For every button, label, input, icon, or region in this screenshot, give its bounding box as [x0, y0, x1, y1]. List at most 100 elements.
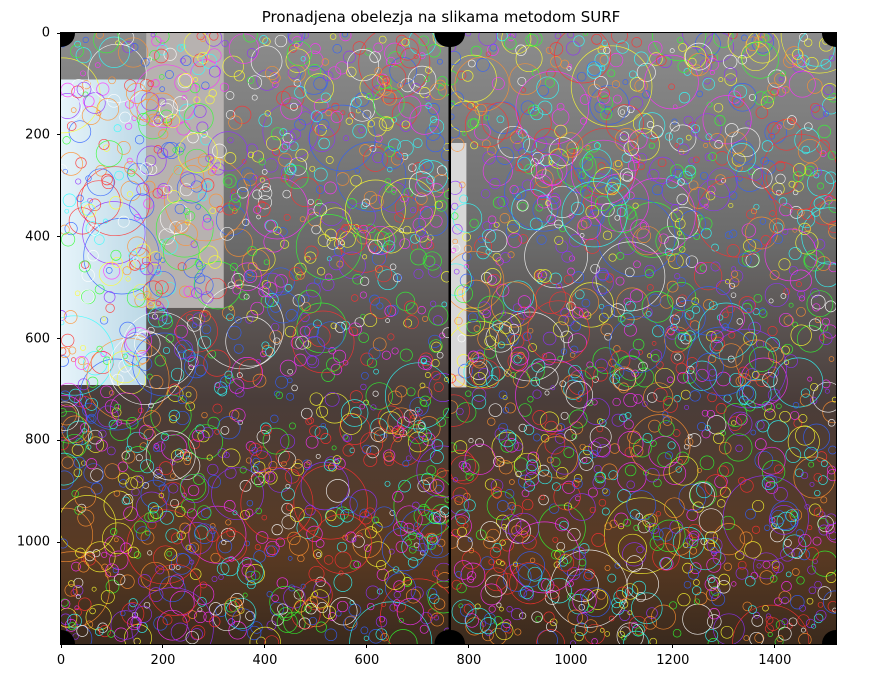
keypoint-circle — [623, 393, 638, 408]
keypoint-circle — [206, 454, 213, 461]
keypoint-circle — [620, 168, 633, 182]
keypoint-circle — [723, 562, 732, 571]
keypoint-circle — [631, 37, 642, 48]
keypoint-circle — [746, 209, 756, 220]
keypoint-circle — [124, 160, 138, 175]
keypoint-circle — [476, 349, 484, 358]
x-tick-label: 200 — [150, 653, 176, 668]
keypoint-circle — [61, 347, 71, 359]
keypoint-circle — [654, 367, 675, 389]
keypoint-circle — [87, 250, 99, 262]
keypoint-circle — [495, 257, 504, 266]
keypoint-circle — [299, 65, 329, 95]
keypoint-circle — [741, 302, 753, 315]
keypoint-circle — [544, 390, 550, 396]
keypoint-circle — [207, 48, 222, 63]
keypoint-circle — [493, 221, 500, 228]
keypoint-circle — [412, 162, 425, 175]
y-tick-mark — [57, 32, 61, 34]
keypoint-circle — [126, 157, 133, 164]
keypoint-circle — [363, 190, 378, 205]
keypoint-circle — [723, 54, 738, 69]
keypoint-circle — [389, 56, 417, 85]
keypoint-circle — [158, 228, 175, 245]
keypoint-circle — [604, 631, 610, 637]
keypoint-circle — [727, 33, 760, 59]
keypoint-circle — [369, 294, 381, 306]
keypoint-circle — [745, 576, 756, 587]
keypoint-circle — [475, 529, 487, 541]
keypoint-circle — [278, 607, 293, 621]
keypoint-circle — [703, 203, 709, 209]
keypoint-circle — [792, 402, 800, 409]
keypoint-circle — [341, 33, 349, 38]
keypoint-circle — [494, 427, 508, 441]
keypoint-circle — [372, 337, 387, 352]
keypoint-circle — [516, 199, 529, 212]
keypoint-circle — [425, 125, 441, 141]
keypoint-circle — [147, 80, 155, 87]
keypoint-circle — [454, 496, 464, 506]
keypoint-circle — [155, 441, 166, 452]
keypoint-circle — [264, 219, 276, 232]
keypoint-circle — [648, 142, 656, 149]
keypoint-circle — [682, 33, 714, 49]
keypoint-circle — [533, 128, 561, 155]
keypoint-circle — [126, 509, 202, 585]
keypoint-circle — [451, 243, 461, 253]
y-tick-mark — [57, 541, 61, 543]
keypoint-circle — [578, 171, 587, 180]
keypoint-circle — [315, 539, 325, 548]
keypoint-circle — [629, 96, 644, 111]
keypoint-circle — [568, 364, 582, 379]
keypoint-circle — [383, 455, 395, 467]
keypoint-circle — [513, 452, 541, 480]
keypoint-circle — [482, 151, 496, 165]
keypoint-circle — [670, 323, 678, 331]
keypoint-circle — [231, 357, 263, 389]
keypoint-circle — [532, 410, 548, 426]
keypoint-circle — [748, 93, 756, 101]
keypoint-circle — [662, 397, 678, 413]
keypoint-circle — [588, 209, 605, 227]
keypoint-circle — [362, 109, 372, 119]
keypoint-circle — [384, 178, 392, 185]
keypoint-circle — [455, 509, 470, 524]
keypoint-circle — [729, 229, 738, 238]
keypoint-circle — [607, 183, 630, 207]
keypoint-circle — [642, 307, 653, 318]
keypoint-circle — [208, 65, 221, 78]
keypoint-circle — [451, 54, 497, 103]
keypoint-circle — [683, 166, 697, 180]
keypoint-circle — [61, 598, 69, 607]
keypoint-circle — [487, 101, 520, 134]
keypoint-circle — [761, 476, 776, 490]
keypoint-circle — [234, 279, 244, 289]
keypoint-circle — [517, 156, 531, 171]
keypoint-circle — [783, 538, 792, 547]
keypoint-circle — [221, 39, 229, 47]
keypoint-circle — [82, 363, 92, 373]
keypoint-circle — [87, 43, 147, 103]
keypoint-circle — [369, 297, 392, 319]
keypoint-circle — [541, 578, 555, 592]
keypoint-circle — [520, 100, 536, 115]
keypoint-circle — [537, 469, 553, 485]
keypoint-circle — [769, 210, 776, 217]
keypoint-circle — [781, 618, 789, 625]
keypoint-circle — [409, 105, 440, 135]
keypoint-circle — [136, 145, 167, 176]
keypoint-circle — [134, 292, 150, 308]
keypoint-circle — [541, 164, 563, 187]
keypoint-circle — [580, 117, 588, 125]
keypoint-circle — [758, 309, 768, 318]
keypoint-circle — [245, 270, 254, 279]
keypoint-circle — [147, 297, 156, 306]
keypoint-circle — [693, 579, 700, 586]
keypoint-circle — [183, 457, 192, 466]
keypoint-circle — [480, 621, 487, 627]
keypoint-circle — [696, 176, 778, 258]
keypoint-circle — [722, 311, 729, 318]
keypoint-circle — [518, 474, 532, 489]
keypoint-circle — [296, 271, 305, 280]
